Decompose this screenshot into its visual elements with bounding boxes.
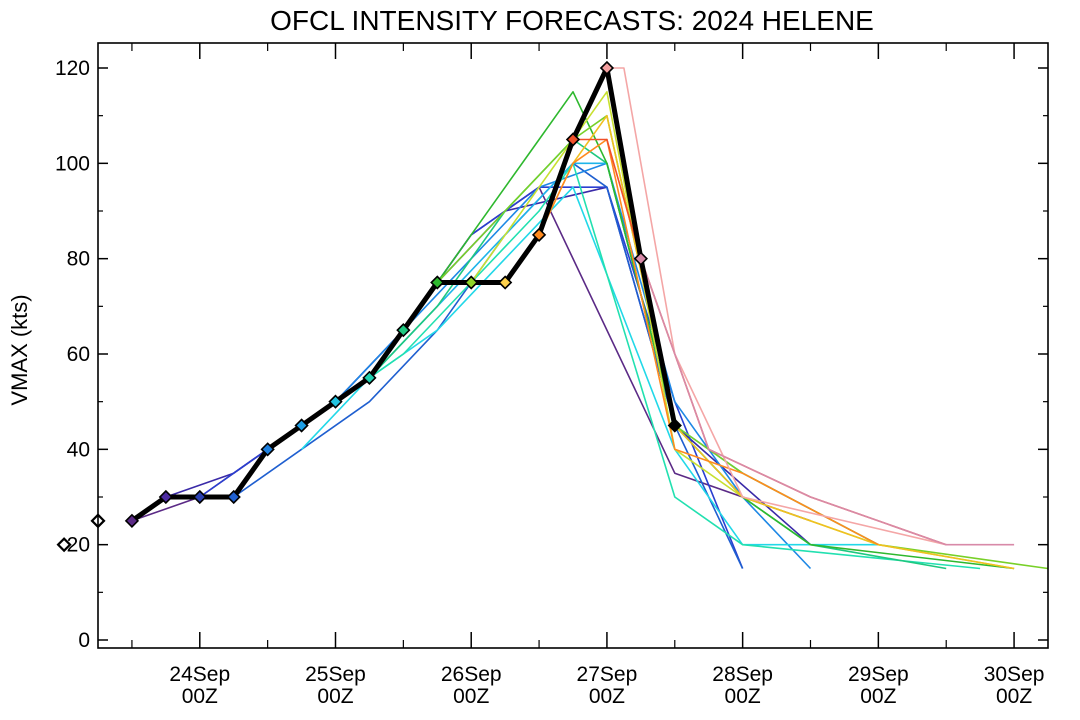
- best-track-marker: [498, 275, 513, 290]
- best-track-markers: [124, 60, 682, 528]
- x-tick-label-date: 25Sep: [305, 663, 366, 686]
- forecast-line-fcst-14: [538, 138, 879, 546]
- forecast-line-fcst-10: [402, 91, 1015, 570]
- y-tick-label-60: 60: [67, 343, 90, 366]
- best-track-marker: [226, 489, 241, 505]
- y-tick-label-0: 0: [78, 629, 90, 652]
- best-track-marker: [396, 323, 411, 338]
- best-track-marker: [328, 394, 343, 409]
- x-tick-label-time: 00Z: [182, 685, 218, 708]
- best-track-marker: [192, 489, 207, 505]
- best-track-marker: [260, 442, 275, 457]
- best-track-marker: [667, 418, 682, 433]
- x-tick-label-time: 00Z: [996, 685, 1032, 708]
- x-tick-label-time: 00Z: [317, 685, 353, 708]
- x-tick-label-time: 00Z: [589, 685, 625, 708]
- plot-frame: [97, 42, 1049, 649]
- x-tick-label-date: 27Sep: [577, 663, 638, 686]
- x-tick-label-time: 00Z: [725, 685, 761, 708]
- y-tick-label-40: 40: [67, 438, 90, 461]
- best-track-marker: [158, 489, 173, 505]
- best-track-marker: [294, 418, 309, 433]
- x-tick-label-time: 00Z: [860, 685, 896, 708]
- y-tick-label-20: 20: [67, 534, 90, 557]
- x-tick-label-date: 28Sep: [712, 663, 773, 686]
- best-track-marker: [599, 60, 615, 76]
- best-track-marker: [362, 370, 377, 385]
- best-track-marker: [531, 227, 547, 242]
- best-track-marker: [633, 251, 648, 266]
- x-tick-label-date: 24Sep: [169, 663, 230, 686]
- y-tick-labels: 0 20 40 60 80 100 120: [55, 57, 90, 652]
- best-track-marker: [430, 275, 445, 290]
- best-track-marker: [464, 275, 479, 290]
- axis-ticks: [98, 43, 1048, 648]
- forecast-line-fcst-17: [640, 258, 1015, 546]
- x-tick-labels: 24Sep00Z25Sep00Z26Sep00Z27Sep00Z28Sep00Z…: [169, 663, 1044, 708]
- x-tick-label-date: 26Sep: [441, 663, 502, 686]
- x-tick-label-date: 30Sep: [984, 663, 1045, 686]
- y-axis-label: VMAX (kts): [7, 294, 32, 405]
- x-tick-label-date: 29Sep: [848, 663, 909, 686]
- y-tick-label-100: 100: [55, 152, 90, 175]
- chart-title: OFCL INTENSITY FORECASTS: 2024 HELENE: [270, 5, 874, 36]
- best-track-marker: [124, 513, 140, 528]
- y-tick-label-80: 80: [67, 248, 90, 271]
- best-track-marker: [565, 132, 581, 147]
- pre-advisory-marker: [56, 537, 72, 553]
- x-tick-label-time: 00Z: [453, 685, 489, 708]
- y-tick-label-120: 120: [55, 57, 90, 80]
